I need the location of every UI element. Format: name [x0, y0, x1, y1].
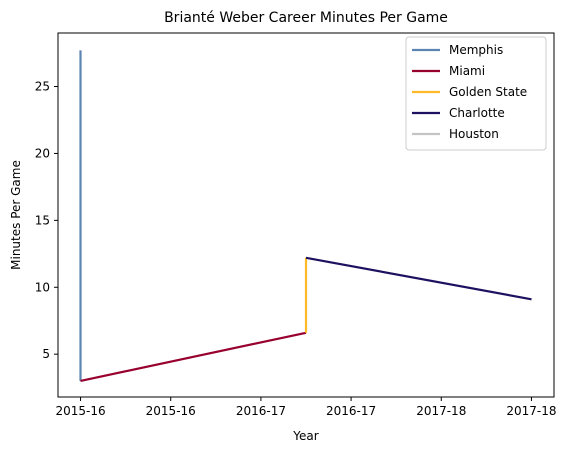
y-tick-label: 15 — [35, 213, 50, 227]
y-axis: 5 10 15 20 25 — [35, 80, 58, 361]
x-axis-label: Year — [292, 429, 318, 443]
legend-label: Golden State — [449, 85, 527, 99]
series-line-miami — [80, 331, 307, 382]
legend-label: Miami — [449, 64, 485, 78]
x-tick-label: 2016-17 — [236, 404, 286, 418]
legend-frame — [405, 36, 547, 151]
y-tick-label: 5 — [42, 347, 50, 361]
legend-label: Charlotte — [449, 106, 505, 120]
legend-label: Houston — [449, 127, 499, 141]
y-tick-label: 25 — [35, 80, 50, 94]
x-tick-label: 2016-17 — [326, 404, 376, 418]
y-tick-label: 10 — [35, 280, 50, 294]
y-tick-label: 20 — [35, 146, 50, 160]
series-line-charlotte — [305, 256, 532, 301]
plot-area — [79, 50, 532, 382]
legend-label: Memphis — [449, 43, 503, 57]
chart-title: Brianté Weber Career Minutes Per Game — [164, 10, 448, 26]
x-axis: 2015-16 2015-16 2016-17 2016-17 2017-18 2017-… — [55, 397, 557, 418]
y-axis-label: Minutes Per Game — [9, 160, 23, 270]
x-tick-label: 2015-16 — [146, 404, 196, 418]
plot-frame — [57, 32, 555, 398]
x-tick-label: 2017-18 — [416, 404, 466, 418]
x-tick-label: 2017-18 — [506, 404, 556, 418]
legend: Memphis Miami Golden State Charlotte Houston — [405, 36, 547, 151]
x-tick-label: 2015-16 — [55, 404, 105, 418]
